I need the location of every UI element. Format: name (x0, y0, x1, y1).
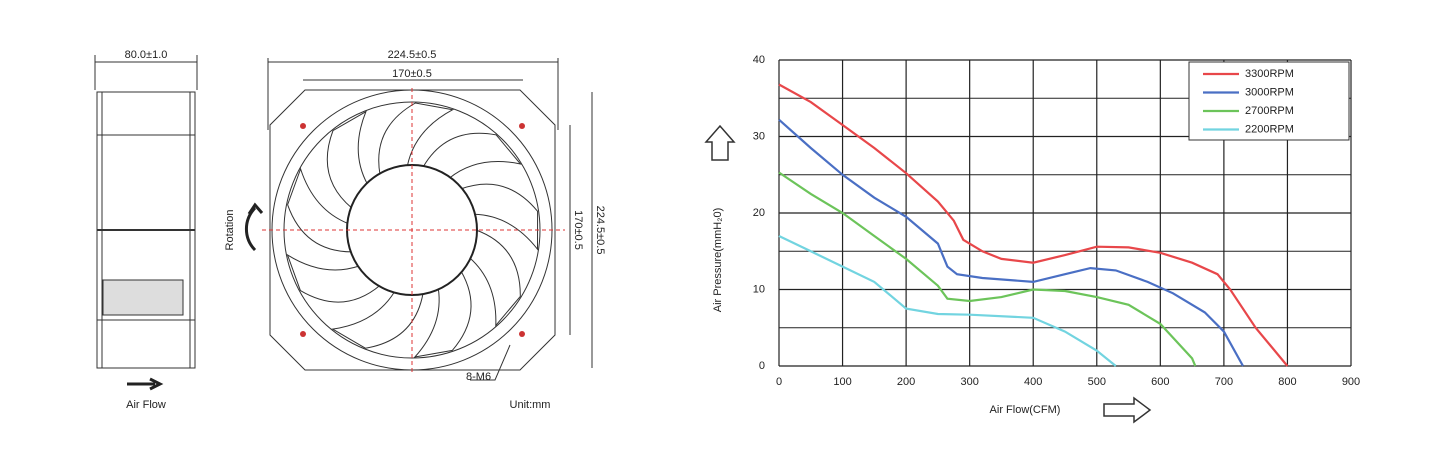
x-tick-label: 300 (960, 376, 978, 388)
y-tick-label: 0 (759, 360, 765, 372)
x-arrow (1103, 396, 1152, 424)
x-tick-label: 400 (1024, 376, 1042, 388)
x-axis-label: Air Flow(CFM) (990, 404, 1061, 416)
y-axis-label: Air Pressure(mmH₂0) (712, 208, 724, 313)
y-arrow (704, 124, 736, 161)
fan-blade (469, 229, 521, 327)
hole (519, 331, 525, 337)
fan-blade (422, 132, 522, 179)
screw-label: 8-M6 (466, 371, 491, 383)
fan-blade (378, 102, 455, 176)
x-tick-label: 500 (1088, 376, 1106, 388)
x-tick-label: 600 (1151, 376, 1169, 388)
hole (300, 123, 306, 129)
x-tick-label: 200 (897, 376, 915, 388)
series-line (778, 118, 1244, 367)
dim-label: 170±0.5 (392, 68, 432, 80)
fan-blade (286, 253, 381, 303)
x-tick-label: 900 (1342, 376, 1360, 388)
hole (519, 123, 525, 129)
dim-label: 170±0.5 (572, 210, 584, 250)
hole (300, 331, 306, 337)
front-view: 224.5±0.5 170±0.5 170±0.5 224.5±0.5 Rota… (224, 49, 606, 411)
air-flow-label: Air Flow (126, 399, 166, 411)
frame (269, 89, 556, 371)
fan-blade (413, 270, 472, 358)
fan-blade (331, 291, 424, 349)
legend-label: 3300RPM (1245, 68, 1294, 80)
rotation-arrow (244, 202, 264, 252)
legend-label: 2200RPM (1245, 123, 1294, 135)
rotation-label: Rotation (224, 210, 236, 251)
legend-label: 3000RPM (1245, 86, 1294, 98)
fan-blade (287, 167, 353, 253)
dim-label: 224.5±0.5 (388, 49, 437, 61)
x-tick-label: 100 (833, 376, 851, 388)
x-tick-label: 800 (1278, 376, 1296, 388)
y-tick-label: 40 (753, 54, 765, 66)
y-tick-label: 10 (753, 283, 765, 295)
dim-label: 224.5±0.5 (594, 206, 606, 255)
y-tick-label: 20 (753, 207, 765, 219)
side-view: 80.0±1.0 Air Flow (94, 49, 198, 411)
series-line (778, 83, 1289, 367)
x-tick-label: 0 (776, 376, 782, 388)
series-line (778, 235, 1117, 367)
x-tick-label: 700 (1215, 376, 1233, 388)
legend-label: 2700RPM (1245, 105, 1294, 117)
flow-arrow (127, 377, 164, 391)
connector (102, 279, 184, 316)
y-tick-label: 30 (753, 130, 765, 142)
leader-line (470, 344, 511, 381)
unit-label: Unit:mm (510, 399, 551, 411)
series-line (778, 171, 1197, 367)
dim-label: 80.0±1.0 (125, 49, 168, 61)
fan-blade (326, 110, 368, 209)
